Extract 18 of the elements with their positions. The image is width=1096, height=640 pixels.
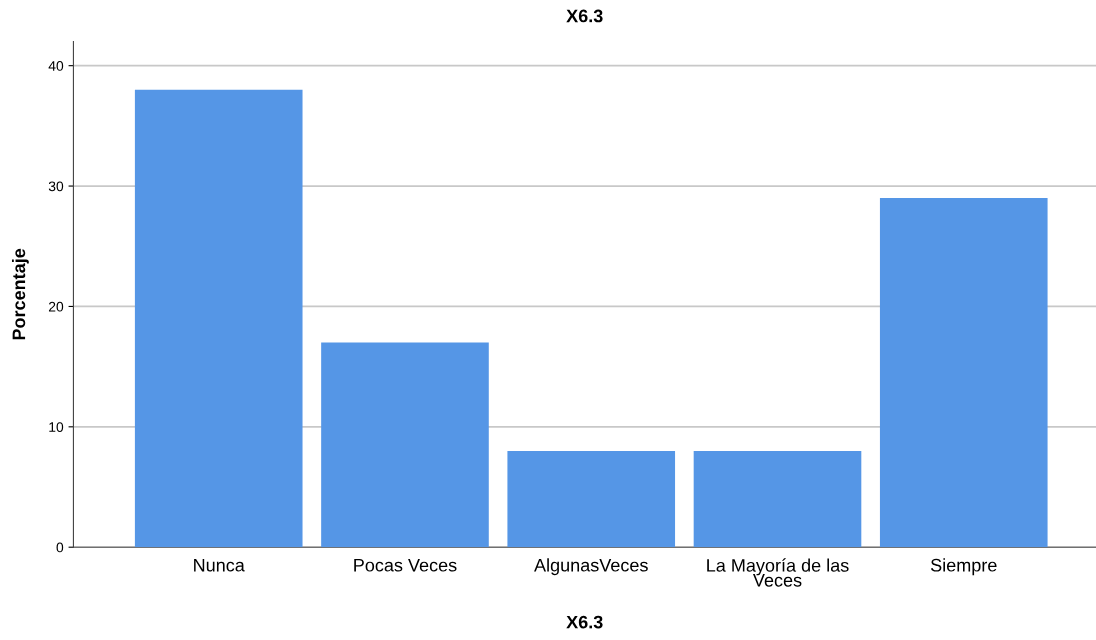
bar bbox=[693, 450, 862, 548]
y-tick-label: 40 bbox=[48, 61, 64, 71]
x-tick-label: La Mayoría de las Veces bbox=[707, 558, 849, 587]
y-axis-title: Porcentaje bbox=[11, 248, 29, 340]
bar bbox=[321, 342, 489, 548]
x-tick-label: Siempre bbox=[930, 558, 997, 576]
x-tick-label: Nunca bbox=[194, 558, 245, 572]
y-tick-label: 10 bbox=[49, 422, 64, 432]
y-tick-label: 0 bbox=[56, 542, 64, 553]
x-axis-title: X6.3 bbox=[566, 615, 603, 629]
chart-title: X6.3 bbox=[566, 9, 603, 23]
bar bbox=[507, 450, 676, 548]
y-tick-label: 30 bbox=[48, 181, 64, 192]
bar bbox=[134, 89, 303, 548]
x-tick-label: Pocas Veces bbox=[354, 558, 457, 572]
x-tick-label: AlgunasVeces bbox=[534, 558, 648, 576]
bar bbox=[879, 198, 1048, 548]
y-tick-label: 20 bbox=[48, 301, 64, 312]
